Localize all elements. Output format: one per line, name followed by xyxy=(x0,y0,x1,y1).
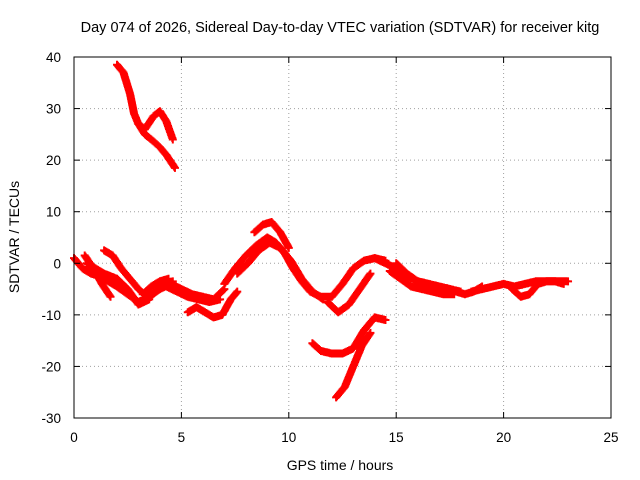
series-arc-high-b xyxy=(134,120,179,172)
series-arc-low-a xyxy=(308,313,390,358)
series-arc-e xyxy=(183,287,242,322)
data-point-markers xyxy=(508,277,568,301)
data-point-markers xyxy=(233,238,328,304)
series-arc-q xyxy=(452,282,487,299)
series-arc-n xyxy=(392,259,454,294)
y-tick-label: 10 xyxy=(46,205,61,220)
y-axis-label: SDTVAR / TECUs xyxy=(6,181,22,293)
data-marks xyxy=(70,60,573,402)
x-tick-labels: 0 5 10 15 20 25 xyxy=(70,430,618,445)
data-point-markers xyxy=(392,259,454,294)
series-arc-p xyxy=(508,277,568,301)
chart-title: Day 074 of 2026, Sidereal Day-to-day VTE… xyxy=(81,20,600,36)
y-tick-label: -10 xyxy=(41,308,61,323)
y-tick-label: 20 xyxy=(46,153,61,168)
y-tick-label: -30 xyxy=(41,411,61,426)
data-point-markers xyxy=(183,287,242,322)
data-point-markers xyxy=(308,313,390,358)
x-tick-label: 25 xyxy=(603,430,618,445)
data-point-markers xyxy=(162,282,225,306)
series-arc-f xyxy=(162,282,225,306)
data-point-markers xyxy=(138,274,173,299)
data-point-markers xyxy=(323,269,375,317)
grid xyxy=(74,57,611,418)
data-point-markers xyxy=(332,328,375,402)
y-tick-label: 40 xyxy=(46,50,61,65)
series-arc-low-b xyxy=(332,328,375,402)
x-tick-label: 0 xyxy=(70,430,78,445)
tick-marks xyxy=(73,56,612,419)
y-tick-label: -20 xyxy=(41,359,61,374)
y-tick-label: 30 xyxy=(46,102,61,117)
x-axis-label: GPS time / hours xyxy=(287,457,394,473)
x-tick-label: 20 xyxy=(496,430,511,445)
data-point-markers xyxy=(250,218,293,252)
series-arc-m xyxy=(385,267,459,299)
data-point-markers xyxy=(82,259,154,309)
x-tick-label: 10 xyxy=(281,430,296,445)
series-arc-j xyxy=(233,238,328,304)
y-tick-labels: -30 -20 -10 0 10 20 30 40 xyxy=(41,50,61,426)
data-point-markers xyxy=(452,282,487,299)
x-tick-label: 15 xyxy=(389,430,404,445)
data-point-markers xyxy=(385,267,459,299)
data-point-markers xyxy=(134,120,179,172)
series-arc-i xyxy=(250,218,293,252)
series-arc-g xyxy=(138,274,173,299)
series-arc-d xyxy=(82,259,154,309)
series-arc-k xyxy=(323,269,375,317)
plot-frame xyxy=(73,56,612,419)
x-tick-label: 5 xyxy=(178,430,186,445)
y-tick-label: 0 xyxy=(53,256,61,271)
